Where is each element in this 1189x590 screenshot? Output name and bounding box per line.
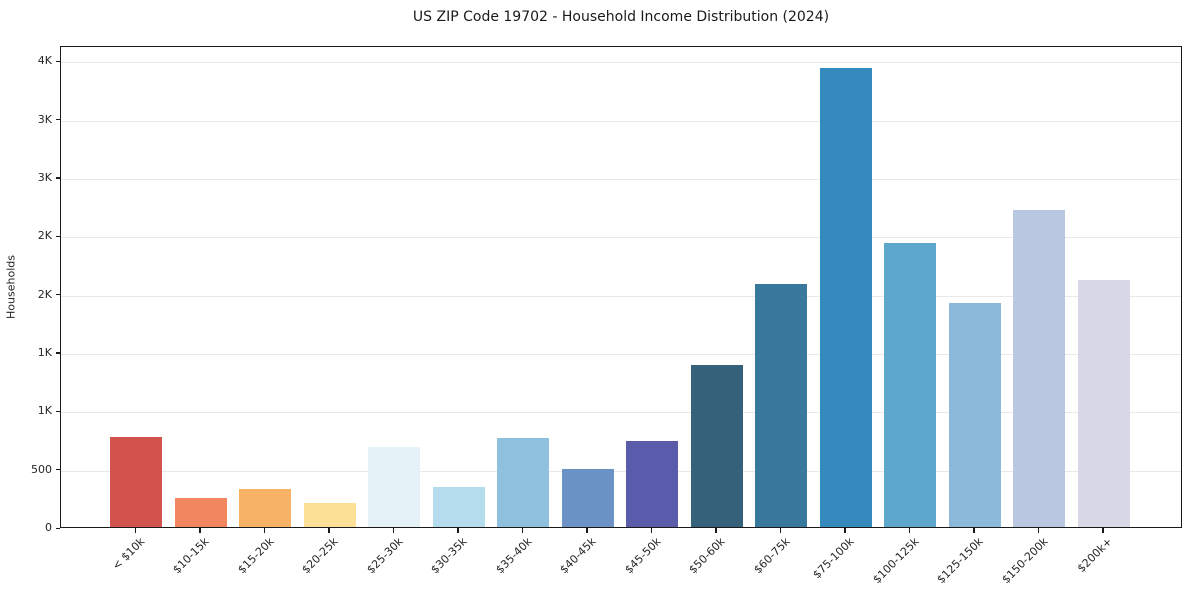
x-tick-label: $45-50k (622, 535, 664, 577)
y-tick-mark (55, 410, 60, 413)
bar-< $10k (110, 437, 163, 527)
y-tick-label: 500 (31, 462, 52, 476)
bar-$60-75k (755, 283, 808, 527)
x-tick-label: $15-20k (235, 535, 277, 577)
x-tick-label: $25-30k (364, 535, 406, 577)
gridline (61, 178, 1181, 180)
x-tick-label: $200k+ (1074, 535, 1115, 576)
bar-$10-15k (174, 497, 227, 527)
x-tick-label: $60-75k (751, 535, 793, 577)
y-tick-mark (55, 294, 60, 296)
bar-$75-100k (819, 67, 872, 527)
bar-$40-45k (561, 468, 614, 527)
x-tick-label: $75-100k (810, 535, 857, 582)
x-tick-mark (650, 528, 653, 533)
y-tick-label: 3K (37, 170, 52, 184)
y-tick-mark (55, 469, 60, 471)
bar-$125-150k (948, 302, 1001, 527)
x-tick-label: $100-125k (870, 535, 922, 587)
y-tick-mark (55, 119, 60, 121)
plot-area (60, 46, 1182, 528)
x-tick-mark (392, 528, 395, 533)
chart-title: US ZIP Code 19702 - Household Income Dis… (412, 9, 830, 25)
x-tick-label: $40-45k (557, 535, 599, 577)
bar-$25-30k (368, 447, 421, 527)
y-tick-label: 2K (37, 229, 52, 243)
y-tick-mark (55, 352, 60, 354)
y-tick-label: 1K (37, 404, 52, 418)
x-tick-mark (908, 528, 911, 533)
y-tick-mark (55, 235, 60, 237)
gridline (61, 470, 1181, 472)
y-tick-mark (55, 60, 60, 62)
bar-$200k+ (1077, 279, 1130, 527)
x-tick-label: $10-15k (170, 535, 212, 577)
x-tick-label: $30-35k (428, 535, 470, 577)
x-tick-mark (263, 528, 266, 533)
x-tick-mark (199, 528, 201, 533)
gridline (61, 62, 1181, 64)
gridline (61, 120, 1181, 122)
x-tick-label: < $10k (109, 535, 148, 573)
x-tick-mark (328, 528, 330, 533)
x-tick-label: $35-40k (493, 535, 535, 577)
x-tick-mark (1037, 528, 1040, 533)
y-tick-label: 4K (37, 54, 52, 68)
y-tick-label: 3K (37, 112, 52, 126)
bar-$30-35k (432, 486, 485, 527)
x-tick-label: $50-60k (686, 535, 728, 577)
x-tick-mark (586, 528, 588, 533)
y-tick-label: 0 (45, 521, 52, 534)
x-tick-label: $150-200k (999, 535, 1051, 587)
y-tick-label: 2K (37, 287, 52, 301)
x-tick-mark (457, 528, 459, 533)
bar-$150-200k (1013, 209, 1066, 527)
x-tick-mark (844, 528, 846, 533)
bar-$15-20k (239, 489, 292, 527)
gridline (61, 353, 1181, 355)
y-tick-label: 1K (37, 345, 52, 359)
bar-$35-40k (497, 437, 550, 527)
x-tick-mark (779, 528, 782, 533)
x-tick-label: $125-150k (934, 535, 986, 587)
gridline (61, 412, 1181, 414)
x-tick-label: $20-25k (299, 535, 341, 577)
y-tick-mark (55, 527, 60, 529)
bar-$50-60k (690, 364, 743, 527)
bar-$20-25k (303, 502, 356, 527)
x-tick-mark (973, 528, 975, 533)
bar-$100-125k (884, 243, 937, 527)
x-tick-mark (521, 528, 524, 533)
x-tick-mark (715, 528, 717, 533)
x-tick-mark (134, 528, 137, 533)
gridline (61, 237, 1181, 239)
gridline (61, 295, 1181, 297)
x-tick-mark (1102, 528, 1104, 533)
bar-$45-50k (626, 440, 679, 527)
y-tick-mark (55, 177, 60, 179)
